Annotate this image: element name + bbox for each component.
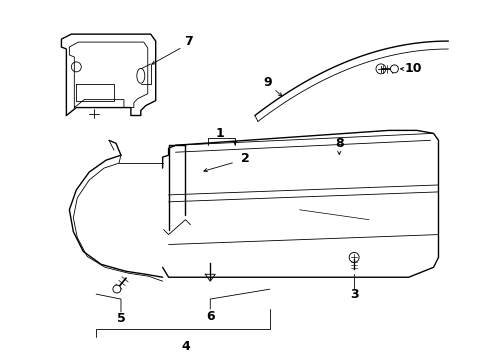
- Text: 4: 4: [181, 340, 189, 353]
- Circle shape: [348, 252, 358, 262]
- Text: 3: 3: [349, 288, 358, 301]
- Text: 7: 7: [183, 35, 192, 48]
- Text: 8: 8: [334, 137, 343, 150]
- Circle shape: [113, 285, 121, 293]
- Text: 2: 2: [240, 152, 249, 165]
- Text: 10: 10: [404, 62, 422, 75]
- Circle shape: [375, 64, 385, 74]
- Ellipse shape: [137, 68, 144, 83]
- Text: 5: 5: [116, 312, 125, 325]
- Text: 1: 1: [215, 127, 224, 140]
- Circle shape: [389, 65, 398, 73]
- Text: 6: 6: [205, 310, 214, 323]
- Text: 9: 9: [263, 76, 272, 89]
